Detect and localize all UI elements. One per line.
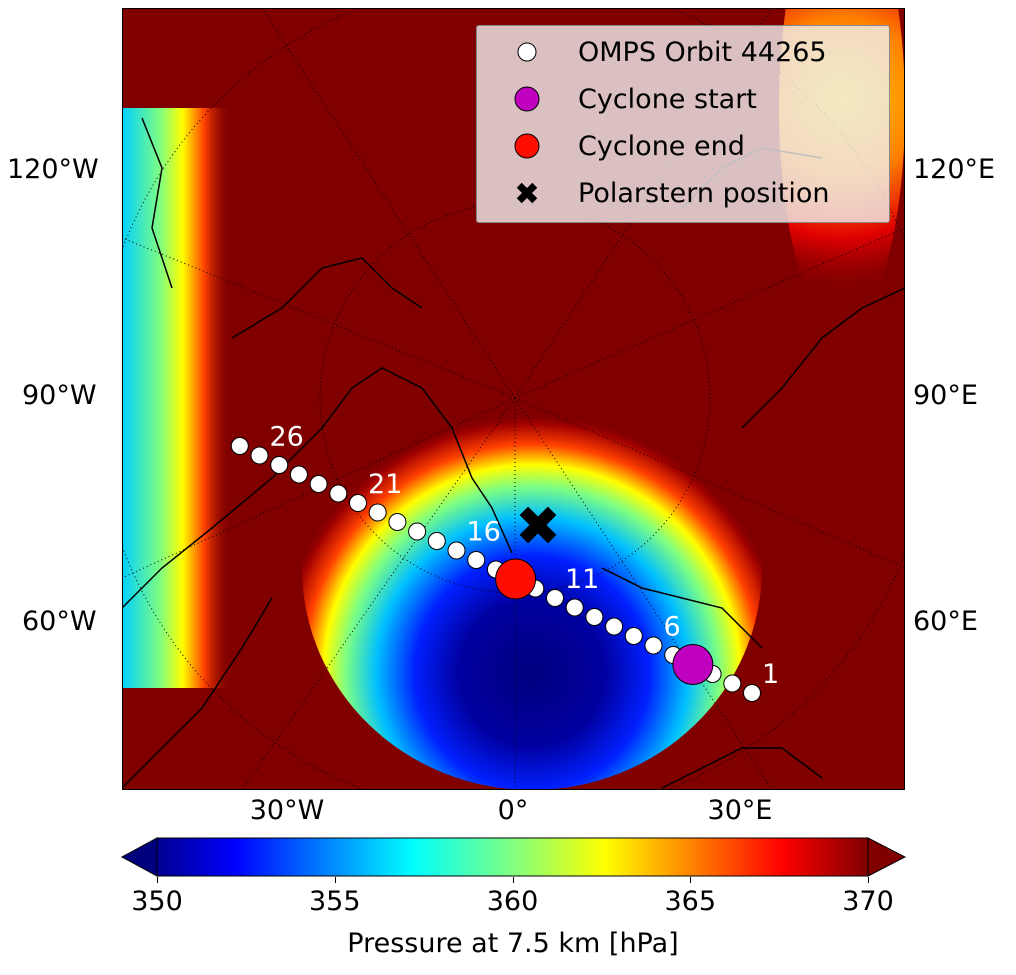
legend-item-cyclone-start: Cyclone start — [477, 79, 757, 119]
orbit-point-label: 21 — [368, 469, 402, 500]
lat-label-left: 120°W — [7, 154, 99, 185]
orbit-point — [546, 589, 564, 607]
legend-item-orbit: OMPS Orbit 44265 — [477, 32, 827, 72]
orbit-point — [427, 532, 446, 550]
orbit-point — [368, 503, 387, 522]
orbit-point — [329, 484, 348, 503]
orbit-point — [230, 437, 249, 455]
colorbar-tick — [512, 877, 514, 883]
legend-label: OMPS Orbit 44265 — [578, 36, 827, 68]
polarstern-marker — [519, 506, 557, 544]
colorbar-extend-high — [867, 837, 907, 877]
orbit-point-label: 1 — [762, 659, 779, 690]
colorbar-tick-label: 370 — [842, 886, 894, 917]
lat-label-right: 120°E — [913, 154, 996, 185]
colorbar-tick — [157, 877, 158, 883]
orbit-point — [565, 598, 584, 617]
orbit-point — [408, 522, 427, 541]
orbit-point — [447, 541, 466, 560]
coastlines — [122, 117, 905, 789]
legend-item-cyclone-end: Cyclone end — [477, 126, 745, 166]
orbit-point-label: 26 — [270, 422, 304, 453]
orbit-point — [349, 494, 367, 512]
legend-label: Polarstern position — [578, 177, 830, 209]
orbit-point — [270, 456, 289, 474]
colorbar — [120, 837, 907, 877]
colorbar-gradient — [156, 837, 869, 877]
orbit-point — [467, 551, 486, 569]
orbit-point — [605, 617, 624, 636]
orbit-point-label: 16 — [467, 517, 501, 548]
colorbar-tick-label: 365 — [664, 886, 717, 917]
orbit-point-label: 6 — [664, 612, 681, 643]
lon-label-bottom: 0° — [497, 795, 529, 826]
orbit-point — [624, 627, 643, 645]
colorbar-label: Pressure at 7.5 km [hPa] — [347, 928, 679, 959]
orbit-point — [250, 446, 269, 465]
cyclone-start-marker — [672, 644, 714, 685]
orbit-point — [723, 674, 742, 693]
orbit-point — [585, 608, 604, 626]
lat-label-right: 90°E — [913, 380, 978, 411]
orbit-point — [644, 636, 663, 655]
orbit-point — [309, 475, 328, 493]
colorbar-tick — [868, 877, 869, 883]
orbit-point — [388, 513, 407, 531]
legend: OMPS Orbit 44265 Cyclone start Cyclone e… — [476, 25, 890, 223]
orbit-point — [289, 465, 308, 484]
orbit-point — [743, 684, 761, 702]
cyclone-end-marker — [495, 558, 537, 600]
colorbar-tick-label: 360 — [486, 886, 539, 917]
colorbar-tick — [334, 877, 336, 883]
lon-label-bottom: 30°E — [707, 795, 773, 826]
legend-label: Cyclone end — [578, 130, 745, 162]
colorbar-tick-label: 355 — [308, 886, 361, 917]
lat-label-left: 60°W — [22, 606, 97, 637]
legend-item-polarstern: Polarstern position — [477, 173, 830, 213]
lat-label-left: 90°W — [22, 380, 97, 411]
colorbar-extend-low — [120, 837, 158, 877]
orbit-point-label: 11 — [565, 564, 599, 595]
legend-label: Cyclone start — [578, 83, 757, 115]
colorbar-tick — [690, 877, 692, 883]
lat-label-right: 60°E — [913, 606, 978, 637]
lon-label-bottom: 30°W — [249, 795, 325, 826]
colorbar-tick-label: 350 — [131, 886, 183, 917]
low-pressure-west-strip — [122, 108, 232, 688]
